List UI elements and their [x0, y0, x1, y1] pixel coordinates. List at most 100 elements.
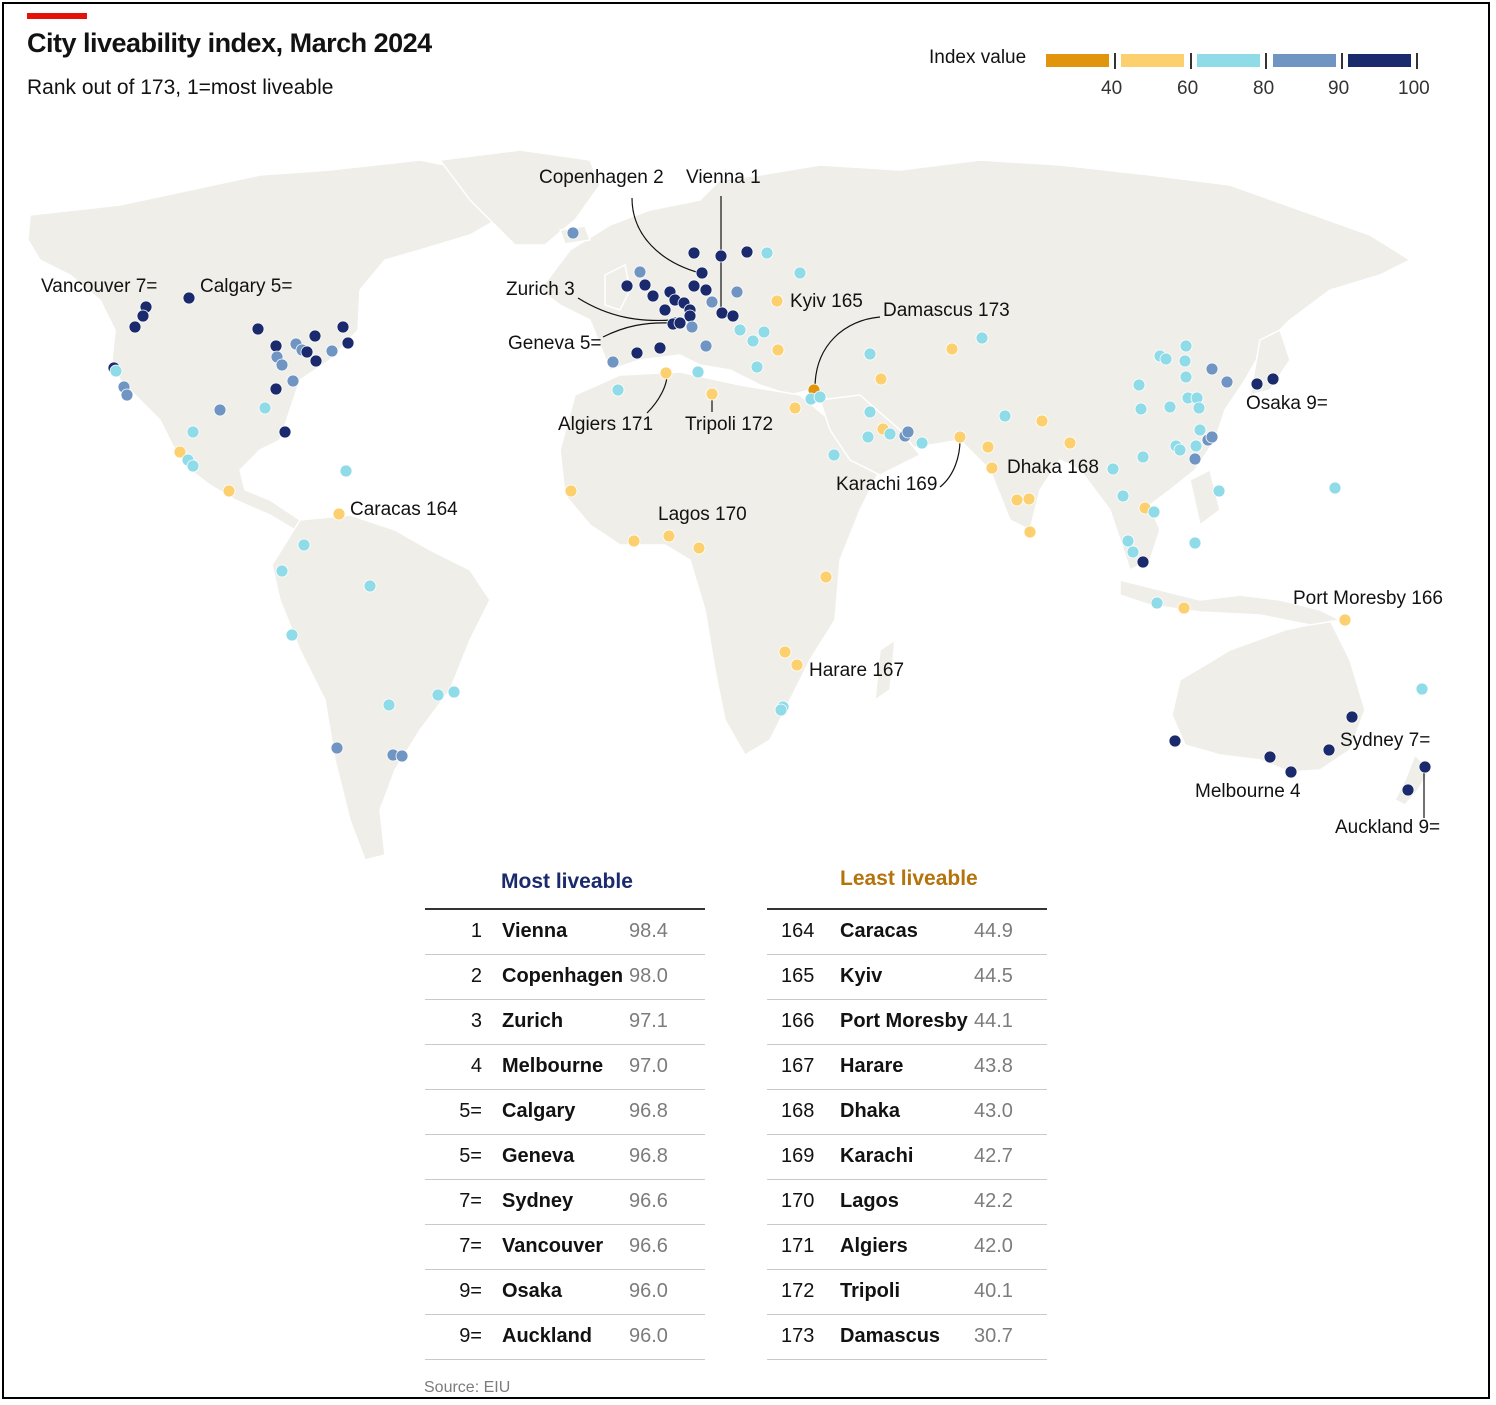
city-cell: Dhaka — [840, 1100, 901, 1122]
city-dot — [790, 658, 804, 672]
city-dot — [120, 388, 134, 402]
city-dot — [746, 334, 760, 348]
city-dot — [685, 320, 699, 334]
legend-swatch-80-90 — [1273, 54, 1336, 67]
chart-title: City liveability index, March 2024 — [27, 28, 432, 58]
uk-land — [604, 263, 631, 311]
city-dot — [630, 346, 644, 360]
city-dot — [1179, 370, 1193, 384]
city-dot — [874, 372, 888, 386]
city-dot — [109, 364, 123, 378]
map-label-copenhagen: Copenhagen 2 — [539, 167, 664, 188]
city-cell: Vancouver — [502, 1235, 604, 1257]
city-dot — [330, 741, 344, 755]
city-dot — [1168, 734, 1182, 748]
city-dot — [985, 461, 999, 475]
city-dot — [564, 484, 578, 498]
city-dot — [275, 358, 289, 372]
city-dot — [1159, 352, 1173, 366]
legend-label-100: 100 — [1398, 78, 1430, 99]
city-dot — [1163, 400, 1177, 414]
map-label-damascus: Damascus 173 — [883, 300, 1010, 321]
value-cell: 98.4 — [629, 920, 668, 942]
map-label-auckland: Auckland 9= — [1335, 817, 1441, 838]
city-dot — [1116, 489, 1130, 503]
landmasses — [27, 149, 1431, 860]
city-dot — [1189, 439, 1203, 453]
map-label-sydney: Sydney 7= — [1340, 730, 1431, 751]
city-cell: Copenhagen — [502, 965, 624, 987]
city-dot — [705, 295, 719, 309]
city-dot — [730, 285, 744, 299]
value-cell: 42.0 — [974, 1235, 1013, 1257]
city-dot — [136, 309, 150, 323]
table-row: 4 Melbourne 97.0 — [425, 1045, 705, 1090]
city-dot — [1345, 710, 1359, 724]
city-dot — [740, 245, 754, 259]
legend-label-60: 60 — [1177, 78, 1199, 99]
city-dot — [774, 703, 788, 717]
city-dot — [363, 579, 377, 593]
world-map — [27, 149, 1432, 860]
city-cell: Harare — [840, 1055, 904, 1077]
rank-cell: 164 — [781, 920, 815, 942]
city-dot — [186, 425, 200, 439]
city-dot — [683, 309, 697, 323]
city-dot — [1263, 750, 1277, 764]
city-dot — [827, 448, 841, 462]
legend-tick — [1265, 53, 1267, 69]
value-cell: 43.8 — [974, 1055, 1013, 1077]
city-dot — [673, 316, 687, 330]
city-dot — [705, 387, 719, 401]
city-cell: Geneva — [502, 1145, 575, 1167]
leader-line-zurich — [577, 297, 673, 322]
city-dot — [182, 291, 196, 305]
city-dot — [1035, 414, 1049, 428]
rank-cell: 5= — [459, 1145, 482, 1167]
city-dot — [431, 688, 445, 702]
city-dot — [646, 289, 660, 303]
legend-tick — [1114, 53, 1116, 69]
city-cell: Osaka — [502, 1280, 563, 1302]
leader-line-copenhagen — [631, 197, 701, 274]
brand-red-bar — [27, 13, 87, 19]
city-dot — [1147, 505, 1161, 519]
table-row: 3 Zurich 97.1 — [425, 1000, 705, 1045]
city-dot — [275, 564, 289, 578]
rank-cell: 3 — [470, 1010, 482, 1032]
africa-land — [559, 371, 882, 757]
city-dot — [269, 339, 283, 353]
map-label-tripoli: Tripoli 172 — [685, 414, 774, 435]
city-cell: Zurich — [502, 1010, 564, 1032]
city-dot — [1266, 372, 1280, 386]
madagascar-land — [874, 638, 896, 702]
city-dot — [699, 339, 713, 353]
value-cell: 97.1 — [629, 1010, 668, 1032]
rank-cell: 171 — [781, 1235, 815, 1257]
most-liveable-heading: Most liveable — [501, 870, 633, 893]
city-dot — [861, 430, 875, 444]
chart-subtitle: Rank out of 173, 1=most liveable — [27, 76, 334, 99]
city-dot — [1023, 525, 1037, 539]
city-cell: Vienna — [502, 920, 568, 942]
city-dot — [819, 570, 833, 584]
table-row: 1 Vienna 98.4 — [425, 910, 705, 955]
value-cell: 43.0 — [974, 1100, 1013, 1122]
rank-cell: 9= — [459, 1325, 482, 1347]
map-label-melbourne: Melbourne 4 — [1195, 781, 1301, 802]
map-label-calgary: Calgary 5= — [200, 276, 293, 297]
city-cell: Sydney — [502, 1190, 574, 1212]
city-dot — [760, 246, 774, 260]
city-dot — [692, 541, 706, 555]
value-cell: 42.7 — [974, 1145, 1013, 1167]
city-dot — [687, 279, 701, 293]
city-dot — [1063, 436, 1077, 450]
city-dot — [915, 436, 929, 450]
city-dot — [1173, 443, 1187, 457]
map-label-lagos: Lagos 170 — [658, 504, 747, 525]
city-dot — [750, 360, 764, 374]
city-dot — [332, 507, 346, 521]
leader-line-karachi — [939, 439, 961, 488]
rank-cell: 170 — [781, 1190, 815, 1212]
